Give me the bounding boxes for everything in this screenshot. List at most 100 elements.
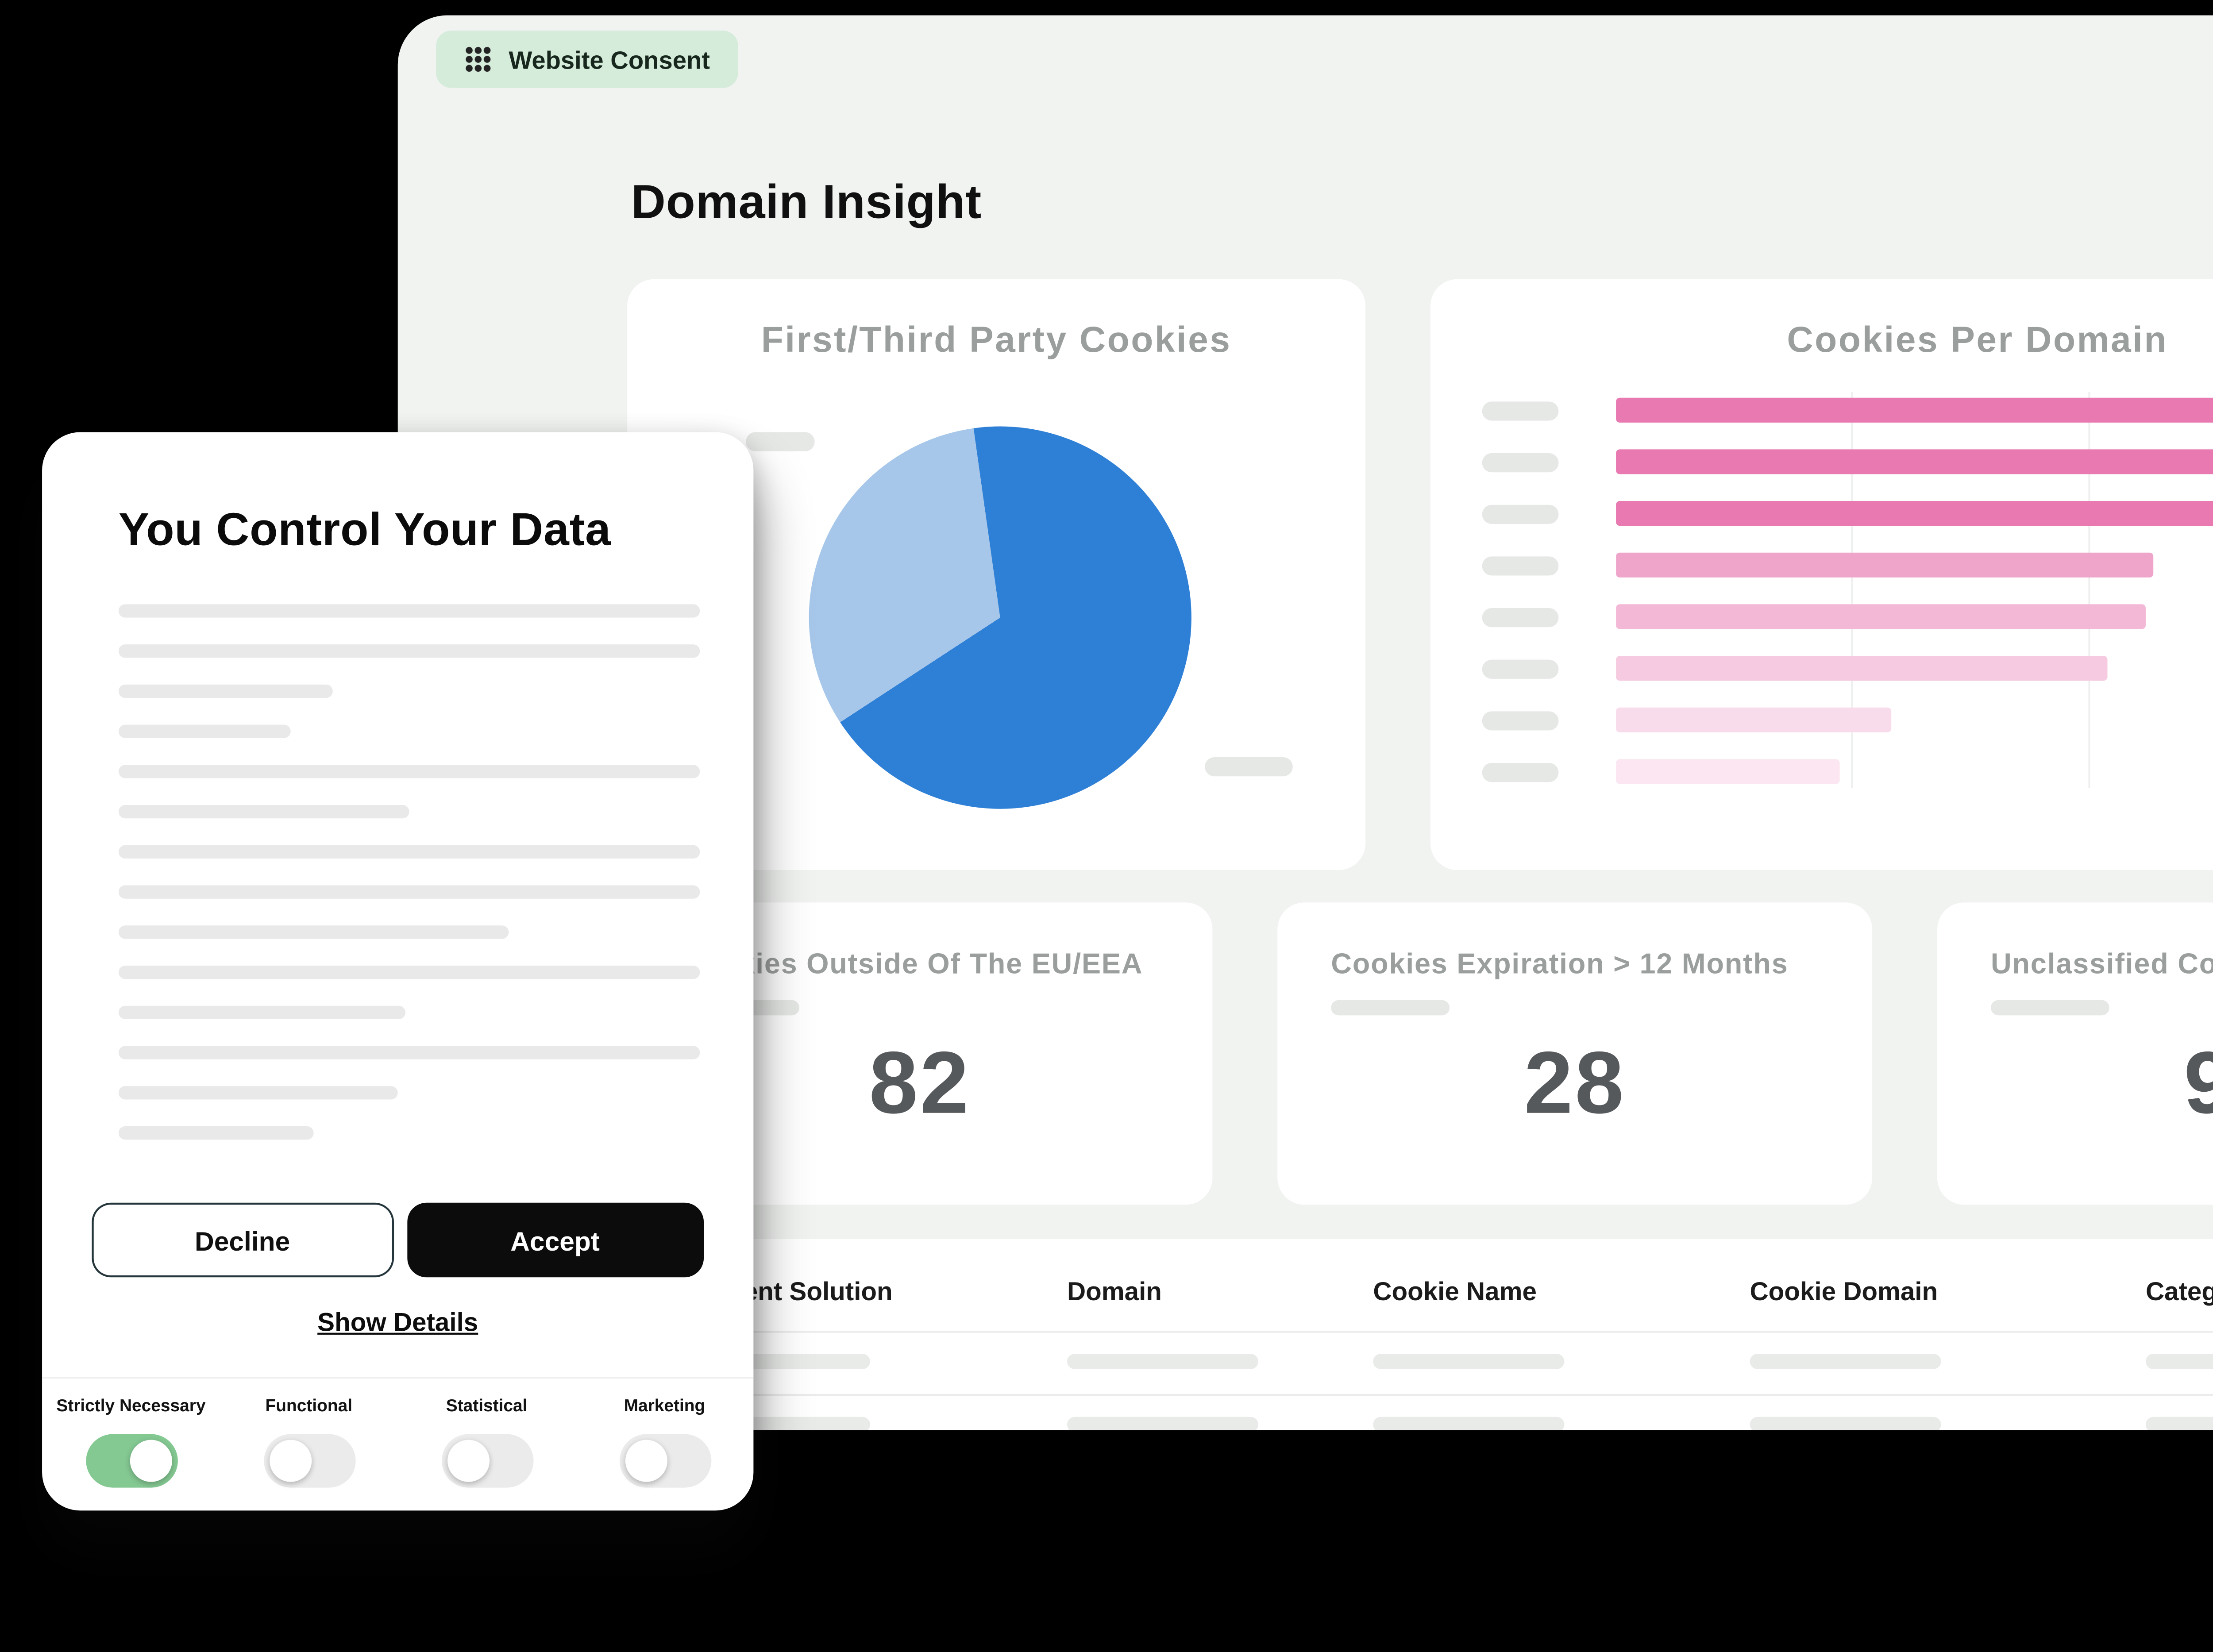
bar-track: [1616, 656, 2213, 681]
cookies-table: Consent Solution Domain Cookie Name Cook…: [627, 1239, 2213, 1430]
dialog-buttons: Decline Accept: [92, 1202, 704, 1278]
show-details-link[interactable]: Show Details: [317, 1308, 478, 1337]
bar: [1616, 656, 2109, 681]
divider: [679, 1394, 2213, 1396]
toggle-label: Functional: [265, 1396, 353, 1415]
divider: [679, 1331, 2213, 1333]
badge-label: Website Consent: [509, 45, 710, 74]
table-row: [679, 1354, 2213, 1369]
text-placeholder: [118, 1086, 398, 1100]
stat-card-expiration: Cookies Expiration > 12 Months 28: [1277, 902, 1873, 1205]
legend-placeholder: [1205, 757, 1293, 777]
bar-label-placeholder: [1482, 607, 1559, 627]
bar-track: [1616, 759, 2213, 784]
category-statistical: Statistical: [398, 1379, 576, 1510]
column-header: Cookie Domain: [1750, 1277, 1938, 1306]
page-title: Domain Insight: [631, 176, 982, 230]
functional-toggle[interactable]: [263, 1434, 355, 1488]
bar: [1616, 604, 2146, 629]
bar-track: [1616, 397, 2213, 423]
consent-dialog: You Control Your Data Decline Accept Sho…: [42, 432, 754, 1511]
bar-track: [1616, 552, 2213, 578]
text-placeholder: [118, 925, 509, 939]
stat-value: 92: [1937, 1031, 2213, 1134]
marketing-toggle[interactable]: [618, 1434, 711, 1488]
stat-label: Cookies Outside Of The EU/EEA: [681, 948, 1143, 981]
decline-button[interactable]: Decline: [92, 1202, 393, 1278]
toggle-label: Marketing: [624, 1396, 706, 1415]
column-header: Cookie Name: [1373, 1277, 1537, 1306]
stat-placeholder: [1331, 1000, 1450, 1016]
bar-row: [1482, 449, 2213, 474]
bar-label-placeholder: [1482, 504, 1559, 523]
gridline: [2088, 392, 2090, 788]
bar-row: [1482, 707, 2213, 732]
bar-track: [1616, 449, 2213, 474]
text-placeholder: [118, 845, 700, 859]
text-placeholder: [118, 644, 700, 658]
cell-placeholder: [1067, 1354, 1259, 1369]
bar-row: [1482, 604, 2213, 629]
column-header: Domain: [1067, 1277, 1162, 1306]
text-placeholder: [118, 604, 700, 618]
bar-label-placeholder: [1482, 452, 1559, 472]
cell-placeholder: [1750, 1417, 1941, 1430]
gridline: [1851, 392, 1853, 788]
text-placeholder: [118, 1126, 314, 1140]
text-placeholder: [118, 885, 700, 899]
bar: [1616, 707, 1892, 732]
cell-placeholder: [1373, 1417, 1565, 1430]
bar-track: [1616, 604, 2213, 629]
cookies-per-domain-bar-chart: [1482, 397, 2213, 811]
stat-label: Cookies Expiration > 12 Months: [1331, 948, 1789, 981]
cell-placeholder: [2145, 1354, 2213, 1369]
bar: [1616, 449, 2213, 474]
bar: [1616, 759, 1840, 784]
first-third-party-pie-chart: [809, 426, 1191, 809]
bar-track: [1616, 501, 2213, 526]
consent-text-block: [118, 604, 700, 1140]
bar-chart-title: Cookies Per Domain: [1787, 321, 2168, 362]
category-functional: Functional: [220, 1379, 398, 1510]
category-strictly-necessary: Strictly Necessary: [42, 1379, 220, 1510]
text-placeholder: [118, 1005, 406, 1019]
bar-row: [1482, 759, 2213, 784]
bar-label-placeholder: [1482, 710, 1559, 730]
strictly-necessary-toggle[interactable]: [85, 1434, 177, 1488]
bar-row: [1482, 656, 2213, 681]
bar-row: [1482, 397, 2213, 423]
text-placeholder: [118, 724, 291, 738]
stat-card-unclassified: Unclassified Cookies 92: [1937, 902, 2213, 1205]
cell-placeholder: [1750, 1354, 1941, 1369]
toggle-label: Statistical: [446, 1396, 528, 1415]
text-placeholder: [118, 1046, 700, 1059]
stat-value: 82: [869, 1032, 971, 1132]
bar-chart-card: Cookies Per Domain: [1430, 279, 2213, 870]
stat-label: Unclassified Cookies: [1990, 948, 2213, 981]
toggle-label: Strictly Necessary: [56, 1396, 206, 1415]
table-header-row: Consent Solution Domain Cookie Name Cook…: [679, 1277, 2213, 1306]
statistical-toggle[interactable]: [440, 1434, 533, 1488]
text-placeholder: [118, 966, 700, 979]
text-placeholder: [118, 805, 409, 819]
table-row: [679, 1417, 2213, 1430]
cell-placeholder: [1067, 1417, 1259, 1430]
text-placeholder: [118, 765, 700, 778]
bar-row: [1482, 501, 2213, 526]
pie-chart-title: First/Third Party Cookies: [761, 321, 1232, 362]
dashboard-panel: Website Consent Domain Insight First/Thi…: [397, 15, 2213, 1430]
text-placeholder: [118, 684, 333, 698]
bar-row: [1482, 552, 2213, 578]
accept-button[interactable]: Accept: [406, 1202, 704, 1278]
grid-icon: [464, 46, 492, 73]
bar-track: [1616, 707, 2213, 732]
consent-dialog-title: You Control Your Data: [118, 504, 611, 557]
bar-label-placeholder: [1482, 400, 1559, 420]
bar-label-placeholder: [1482, 555, 1559, 575]
stat-placeholder: [1990, 1000, 2109, 1016]
legend-placeholder: [746, 432, 815, 451]
consent-categories: Strictly Necessary Functional Statistica…: [42, 1376, 754, 1510]
website-consent-badge[interactable]: Website Consent: [436, 31, 739, 88]
column-header: Category: [2145, 1277, 2213, 1306]
